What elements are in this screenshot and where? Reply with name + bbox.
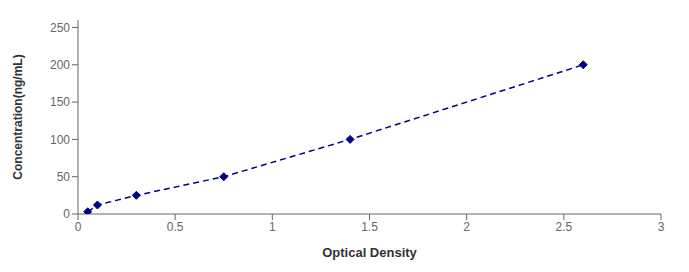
- svg-text:250: 250: [50, 21, 70, 35]
- svg-text:1: 1: [269, 220, 276, 234]
- svg-text:100: 100: [50, 133, 70, 147]
- svg-text:0.5: 0.5: [167, 220, 184, 234]
- svg-text:1.5: 1.5: [361, 220, 378, 234]
- svg-text:150: 150: [50, 95, 70, 109]
- svg-text:2.5: 2.5: [555, 220, 572, 234]
- svg-text:Concentration(ng/mL): Concentration(ng/mL): [11, 54, 25, 179]
- svg-text:0: 0: [63, 207, 70, 221]
- svg-text:3: 3: [658, 220, 665, 234]
- svg-text:0: 0: [75, 220, 82, 234]
- svg-text:200: 200: [50, 58, 70, 72]
- svg-text:50: 50: [57, 170, 71, 184]
- svg-text:Optical Density: Optical Density: [322, 245, 417, 260]
- svg-text:2: 2: [463, 220, 470, 234]
